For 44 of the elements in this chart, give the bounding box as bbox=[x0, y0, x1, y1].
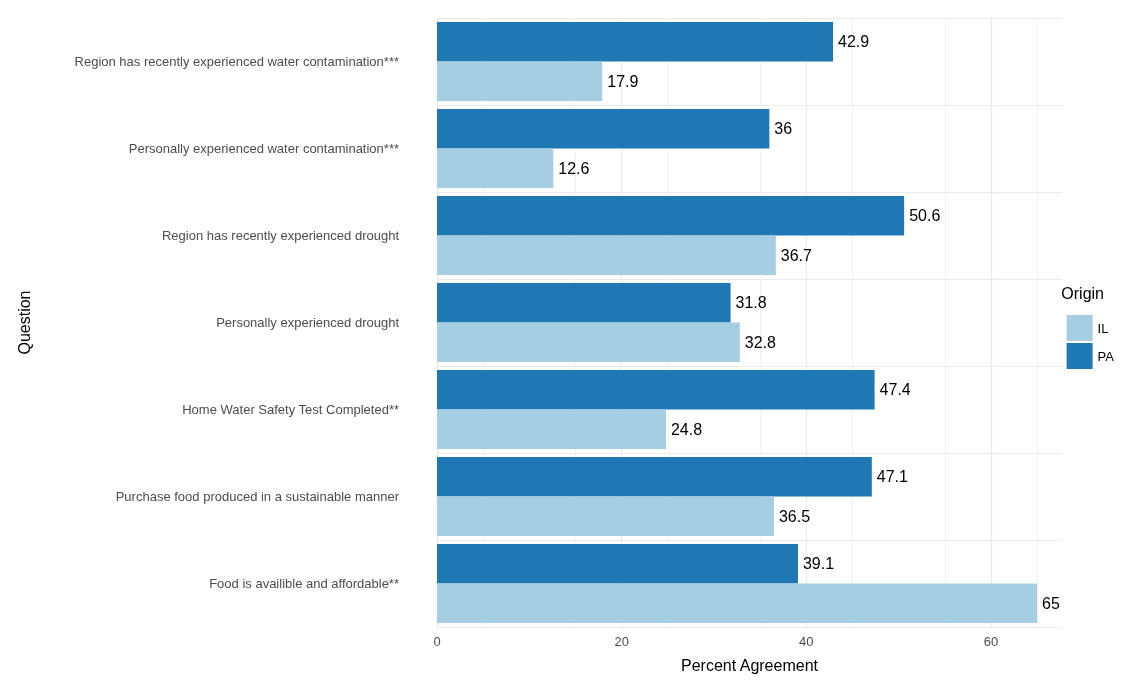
bar bbox=[437, 61, 603, 102]
y-tick-label: Food is availible and affordable** bbox=[209, 576, 399, 591]
data-label: 47.1 bbox=[876, 468, 909, 486]
x-tick-label: 20 bbox=[614, 634, 629, 649]
bar bbox=[437, 456, 872, 497]
bar bbox=[437, 195, 905, 236]
data-label: 50.6 bbox=[909, 207, 941, 225]
data-label: 17.9 bbox=[607, 72, 639, 90]
data-label: 36 bbox=[774, 120, 793, 138]
bar bbox=[437, 148, 554, 189]
data-label: 39.1 bbox=[802, 555, 835, 573]
bar bbox=[437, 282, 731, 323]
y-tick-label: Personally experienced water contamination*** bbox=[128, 141, 399, 156]
y-tick-label: Purchase food produced in a sustainable manner bbox=[115, 489, 400, 504]
data-label: 42.9 bbox=[838, 33, 870, 51]
data-label: 36.5 bbox=[778, 507, 811, 525]
legend-label: PA bbox=[1097, 348, 1115, 364]
x-tick-label: 40 bbox=[799, 634, 814, 649]
y-tick-label: Personally experienced drought bbox=[216, 315, 400, 330]
y-tick-label: Region has recently experienced drought bbox=[161, 228, 400, 243]
x-tick-label: 60 bbox=[983, 634, 999, 649]
bar bbox=[437, 108, 770, 149]
y-tick-label: Home Water Safety Test Completed** bbox=[182, 402, 399, 417]
legend-label: IL bbox=[1097, 320, 1109, 336]
data-label: 24.8 bbox=[670, 420, 703, 438]
x-axis-title: Percent Agreement bbox=[681, 656, 819, 674]
bar bbox=[437, 543, 798, 584]
y-axis-title: Question bbox=[15, 290, 33, 355]
bar bbox=[437, 369, 875, 410]
bar bbox=[437, 21, 834, 62]
bar bbox=[437, 322, 740, 363]
x-tick-label: 0 bbox=[433, 634, 441, 649]
bar bbox=[437, 235, 776, 276]
bar bbox=[437, 496, 774, 537]
data-label: 65 bbox=[1042, 594, 1060, 612]
data-label: 32.8 bbox=[744, 333, 777, 351]
legend-title: Origin bbox=[1061, 284, 1105, 302]
data-label: 31.8 bbox=[735, 294, 767, 312]
data-label: 36.7 bbox=[780, 246, 813, 264]
y-tick-label: Region has recently experienced water contamination*** bbox=[74, 54, 399, 69]
bar bbox=[437, 409, 666, 450]
data-label: 12.6 bbox=[558, 159, 590, 177]
bar bbox=[437, 583, 1038, 624]
data-label: 47.4 bbox=[879, 381, 911, 399]
